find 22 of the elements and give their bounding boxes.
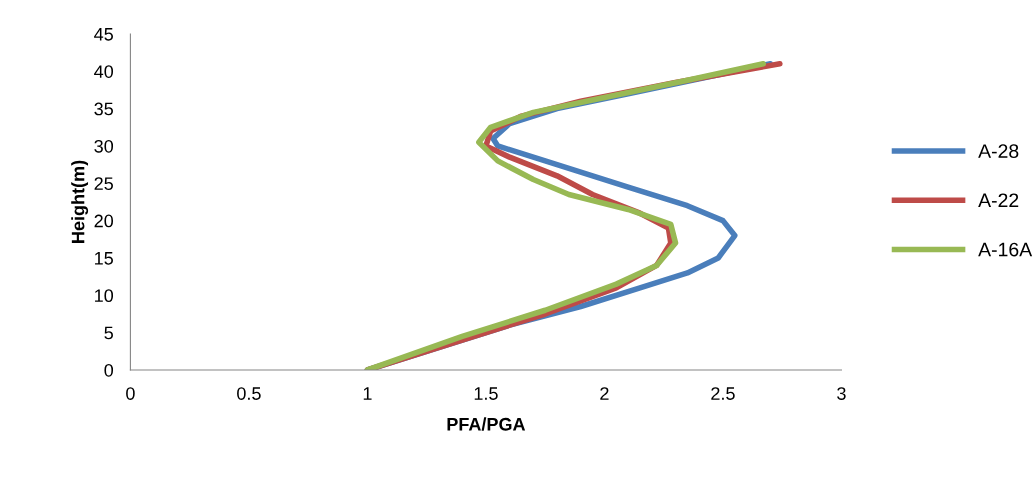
x-tick-label: 1	[363, 387, 372, 400]
x-tick-label: 2	[600, 387, 609, 400]
y-tick-label: 25	[94, 177, 113, 191]
y-tick-label: 30	[94, 139, 114, 153]
legend-label: A-28	[978, 144, 1019, 158]
x-axis-title: PFA/PGA	[447, 417, 526, 431]
y-tick-label: 40	[94, 65, 114, 79]
x-tick-label: 2.5	[711, 387, 735, 400]
y-tick-label: 0	[104, 363, 114, 377]
y-tick-label: 20	[94, 214, 114, 228]
y-tick-label: 5	[104, 326, 113, 340]
y-tick-label: 45	[94, 28, 113, 41]
y-tick-label: 35	[94, 102, 113, 116]
x-tick-label: 0	[126, 387, 135, 400]
legend-label: A-22	[978, 193, 1019, 207]
legend-label: A-16A	[978, 242, 1033, 257]
y-tick-label: 10	[95, 289, 114, 303]
x-tick-label: 3	[837, 387, 846, 400]
x-tick-label: 1.5	[474, 387, 498, 400]
x-tick-label: 0.5	[237, 387, 261, 400]
y-tick-label: 15	[95, 252, 113, 265]
y-axis-title: Height(m)	[71, 160, 89, 243]
